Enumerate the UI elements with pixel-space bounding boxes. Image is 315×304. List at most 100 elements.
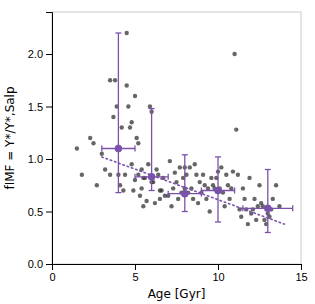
scatter-point — [103, 167, 107, 171]
scatter-point — [241, 186, 245, 190]
tick-label: 2.0 — [28, 48, 43, 60]
x-error-cap — [168, 174, 169, 180]
x-error-cap — [292, 205, 293, 211]
scatter-point — [80, 173, 84, 177]
x-error-cap — [201, 188, 202, 194]
tick-mark — [46, 264, 52, 265]
binned-marker — [115, 145, 122, 152]
y-error-bar — [118, 33, 119, 193]
scatter-point — [201, 173, 205, 177]
scatter-point — [239, 215, 243, 219]
y-error-cap — [215, 221, 221, 222]
tick-mark — [46, 54, 52, 55]
binned-point — [135, 109, 168, 191]
tick: 1.0 — [28, 153, 52, 165]
scatter-point — [257, 183, 261, 187]
tick: 0.5 — [28, 206, 52, 218]
scatter-point — [193, 162, 197, 166]
scatter-point — [227, 197, 231, 201]
tick-mark — [135, 264, 136, 270]
scatter-point — [125, 83, 129, 87]
scatter-point — [100, 152, 104, 156]
scatter-point — [234, 127, 238, 131]
series-line — [102, 157, 285, 224]
tick-mark — [218, 264, 219, 270]
scatter-point — [176, 197, 180, 201]
tick: 0.0 — [28, 258, 52, 270]
scatter-point — [134, 136, 138, 140]
scatter-point — [125, 31, 129, 35]
trend-line — [102, 157, 285, 224]
scatter-point — [254, 218, 258, 222]
scatter-point — [209, 176, 213, 180]
scatter-point — [191, 197, 195, 201]
scatter-point — [138, 194, 142, 198]
scatter-point — [146, 162, 150, 166]
x-error-cap — [168, 191, 169, 197]
axis-line — [53, 265, 302, 271]
scatter-point — [129, 162, 133, 166]
scatter-point — [208, 209, 212, 213]
scatter-point — [171, 186, 175, 190]
plot-frame — [52, 12, 301, 264]
tick: 2.0 — [28, 48, 52, 60]
tick-mark — [301, 264, 302, 270]
series-scatter — [75, 31, 282, 227]
scatter-point — [144, 199, 148, 203]
plot: 0510150.00.51.01.52.0 — [28, 12, 308, 283]
tick: 15 — [295, 264, 307, 283]
binned-marker — [215, 187, 222, 194]
x-error-cap — [242, 205, 243, 211]
scatter-point — [178, 165, 182, 169]
scatter-point — [153, 201, 157, 205]
binned-point — [102, 33, 135, 193]
scatter-point — [133, 94, 137, 98]
tick-label: 0.5 — [28, 206, 43, 218]
scatter-point — [204, 197, 208, 201]
scatter-point — [242, 197, 246, 201]
scatter-point — [154, 167, 158, 171]
scatter-point — [203, 183, 207, 187]
x-error-cap — [234, 188, 235, 194]
tick: 5 — [132, 264, 138, 283]
scatter-point — [168, 159, 172, 163]
binned-marker — [181, 190, 188, 197]
y-error-cap — [182, 211, 188, 212]
y-axis-title: fIMF = Υ*/Υ*,Salp — [3, 86, 17, 189]
scatter-point — [129, 120, 133, 124]
scatter-point — [158, 197, 162, 201]
tick: 10 — [212, 264, 224, 283]
scatter-point — [224, 173, 228, 177]
binned-point — [243, 170, 293, 233]
tick: 1.5 — [28, 101, 52, 113]
scatter-point — [262, 218, 266, 222]
x-error-cap — [134, 146, 135, 152]
scatter-point — [121, 188, 125, 192]
scatter-point — [231, 169, 235, 173]
y-error-bar — [184, 155, 185, 212]
x-error-cap — [101, 146, 102, 152]
y-error-cap — [265, 169, 271, 170]
tick-label: 1.5 — [28, 101, 43, 113]
scatter-point — [128, 125, 132, 129]
scatter-point — [246, 222, 250, 226]
scatter-point — [222, 204, 226, 208]
scatter-point — [91, 141, 95, 145]
scatter-point — [113, 78, 117, 82]
scatter-point — [95, 183, 99, 187]
x-axis-title: Age [Gyr] — [148, 287, 206, 301]
tick-label: 10 — [212, 271, 224, 283]
scatter-point — [88, 136, 92, 140]
y-axis: 0.0 0.5 1.0 1.5 2.0 — [28, 13, 53, 271]
scatter-point — [139, 186, 143, 190]
tick-mark — [46, 107, 52, 108]
scatter-point — [120, 125, 124, 129]
marks — [75, 31, 293, 233]
scatter-point — [196, 201, 200, 205]
x-error-cap — [134, 174, 135, 180]
binned-point — [201, 157, 234, 222]
tick-label: 1.0 — [28, 153, 43, 165]
scatter-point — [75, 146, 79, 150]
scatter-point — [194, 173, 198, 177]
scatter-point — [219, 165, 223, 169]
